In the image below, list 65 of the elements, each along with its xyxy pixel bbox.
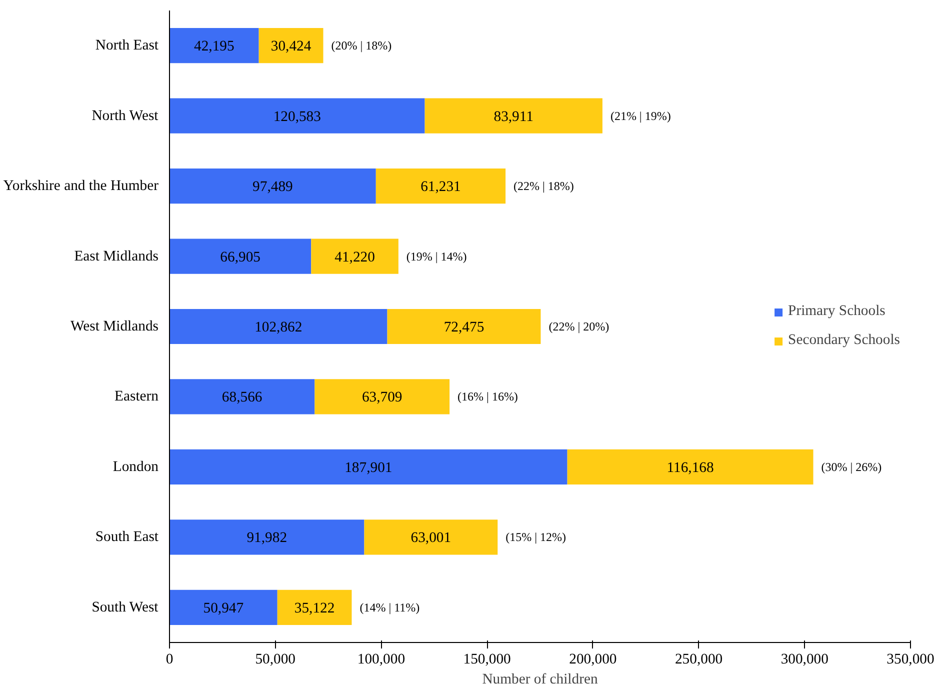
annotation: (30% | 26%) xyxy=(821,460,882,474)
x-tick-label: 0 xyxy=(166,652,174,668)
annotation: (16% | 16%) xyxy=(458,390,518,404)
data-label: 30,424 xyxy=(270,38,312,55)
data-label: 102,862 xyxy=(254,320,302,336)
bar xyxy=(311,238,398,274)
x-tick-label: 100,000 xyxy=(357,652,406,668)
bar xyxy=(364,520,498,555)
bar xyxy=(170,379,315,414)
data-label: 66,905 xyxy=(220,249,260,266)
bar xyxy=(170,98,425,134)
data-label: 41,220 xyxy=(334,249,375,266)
bar xyxy=(170,520,364,555)
data-label: 116,168 xyxy=(666,460,714,476)
data-label: 68,566 xyxy=(222,390,262,406)
y-tick-label: North East xyxy=(95,38,159,54)
y-tick-label: North West xyxy=(92,108,158,124)
bar xyxy=(567,449,814,484)
bar xyxy=(258,28,324,64)
y-tick-label: Eastern xyxy=(114,388,160,405)
bar xyxy=(314,379,450,414)
annotation: (14% | 11%) xyxy=(360,600,420,614)
data-label: 61,231 xyxy=(420,179,461,196)
x-tick-label: 250,000 xyxy=(674,652,723,668)
data-label: 50,947 xyxy=(203,600,244,616)
legend-label: Primary Schools xyxy=(788,303,886,320)
bar xyxy=(170,308,388,344)
bar xyxy=(376,168,506,204)
bar xyxy=(170,168,376,204)
annotation: (19% | 14%) xyxy=(406,249,467,264)
data-label: 91,982 xyxy=(246,530,288,546)
bar xyxy=(424,98,602,134)
y-tick-label: East Midlands xyxy=(74,248,159,264)
data-label: 35,122 xyxy=(294,600,335,616)
x-tick-label: 350,000 xyxy=(886,652,934,668)
bar xyxy=(170,238,312,274)
legend-label: Secondary Schools xyxy=(788,332,900,349)
x-tick-label: 300,000 xyxy=(780,652,828,668)
data-label: 120,583 xyxy=(273,108,321,125)
x-axis-title: Number of children xyxy=(482,672,598,688)
y-tick-label: Yorkshire and the Humber xyxy=(3,178,159,194)
data-label: 72,475 xyxy=(444,320,484,336)
annotation: (15% | 12%) xyxy=(506,530,566,544)
annotation: (22% | 20%) xyxy=(548,320,610,334)
annotation: (22% | 18%) xyxy=(514,179,574,194)
bar xyxy=(170,449,568,484)
y-tick-label: London xyxy=(112,458,160,475)
data-label: 63,001 xyxy=(410,530,452,546)
y-tick-label: South West xyxy=(92,599,158,616)
data-label: 97,489 xyxy=(252,179,293,196)
annotation: (21% | 19%) xyxy=(610,108,671,123)
bar xyxy=(170,28,259,64)
data-label: 187,901 xyxy=(344,460,392,476)
bar xyxy=(170,590,278,625)
data-label: 42,195 xyxy=(194,38,234,55)
x-tick-label: 50,000 xyxy=(255,652,296,668)
x-tick-label: 200,000 xyxy=(569,652,617,668)
y-tick-label: West Midlands xyxy=(70,318,159,334)
data-label: 83,911 xyxy=(494,108,534,125)
bar xyxy=(387,308,541,344)
annotation: (20% | 18%) xyxy=(331,38,392,53)
data-label: 63,709 xyxy=(362,390,402,406)
bar xyxy=(277,590,352,625)
y-tick-label: South East xyxy=(95,529,159,546)
x-tick-label: 150,000 xyxy=(463,652,511,668)
